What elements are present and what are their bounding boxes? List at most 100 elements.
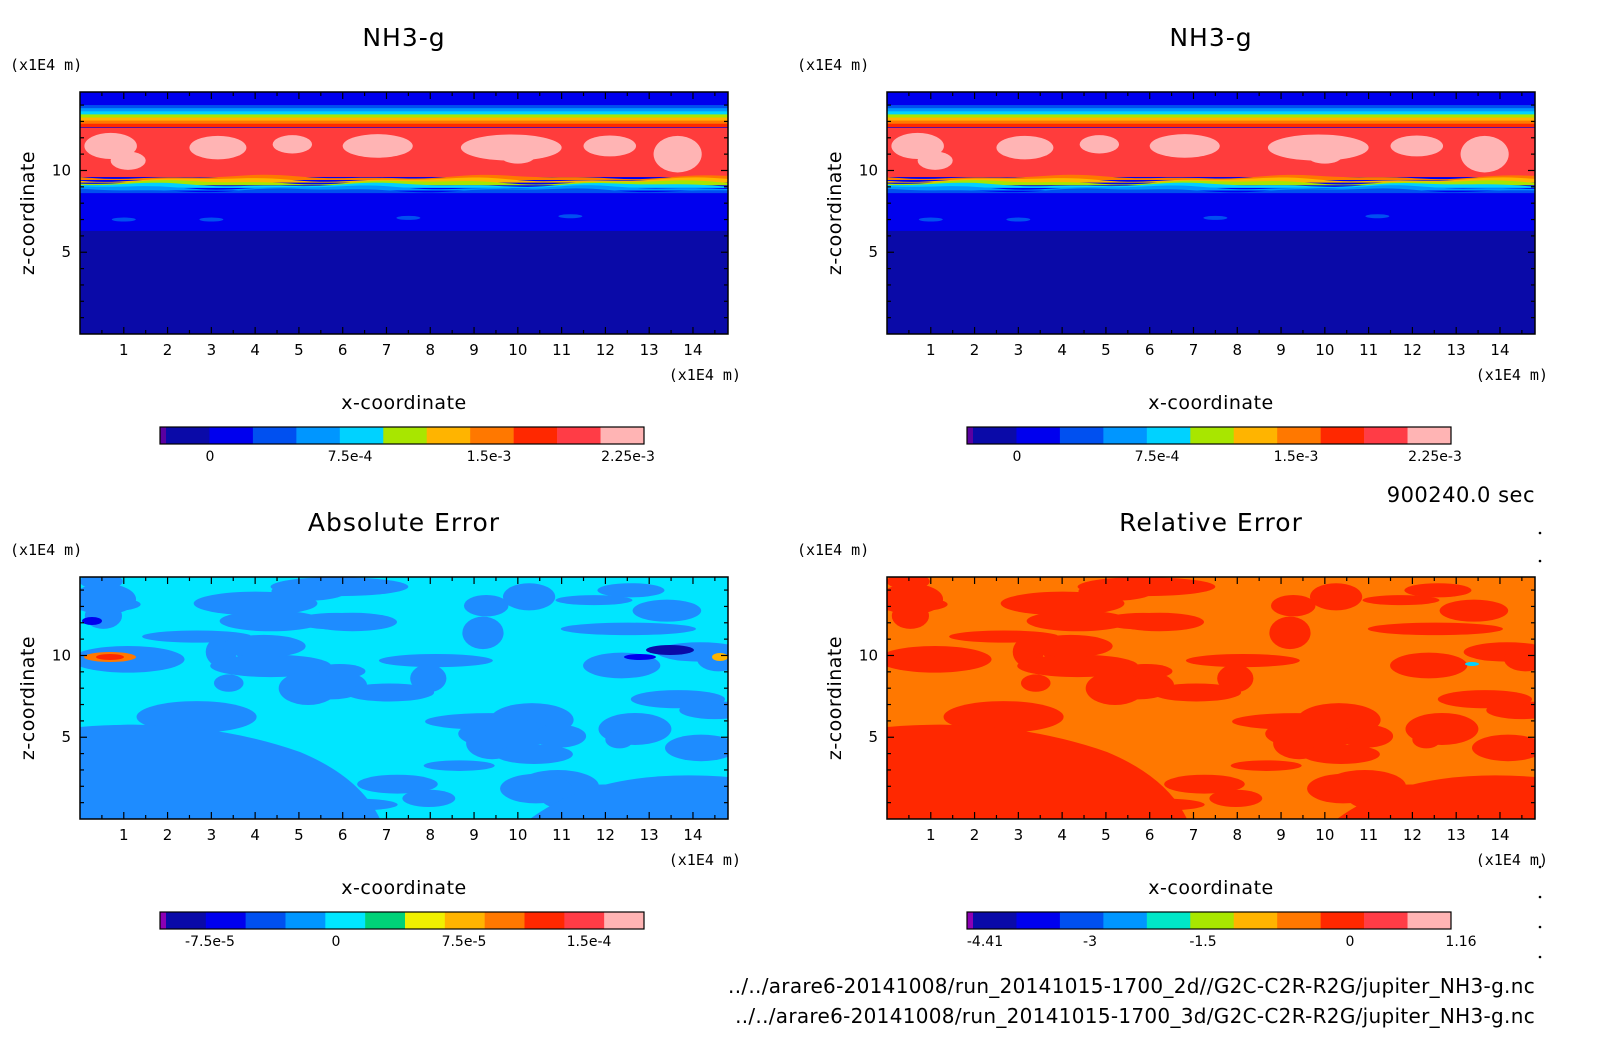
x-tick-label: 4 [250, 341, 260, 359]
colorbar-swatch [160, 427, 167, 444]
x-tick-label: 13 [640, 341, 659, 359]
plot-frame [886, 576, 1536, 820]
x-tick-label: 10 [508, 826, 527, 844]
file-path-3d: ../../arare6-20141008/run_20141015-1700_… [735, 1004, 1535, 1028]
x-tick-label: 7 [382, 826, 392, 844]
pink-cell [583, 135, 637, 157]
error-patch [500, 773, 573, 804]
gradient-stripe [80, 120, 728, 125]
colorbar-swatch [444, 912, 485, 929]
y-axis-label: z-coordinate [824, 636, 846, 760]
colorbar-frame [966, 426, 1452, 445]
x-tick-label: 6 [1145, 826, 1155, 844]
edge-dots [1538, 531, 1542, 959]
error-patch [1270, 594, 1316, 617]
colorbar-tick-label: 1.5e-3 [1274, 449, 1319, 465]
colorbar-swatch [1320, 427, 1365, 444]
error-patch [80, 724, 380, 819]
error-patch [597, 583, 665, 598]
colorbar-swatch [1190, 912, 1235, 929]
x-unit-label: (x1E4 m) [1476, 366, 1548, 384]
pink-cell [917, 151, 953, 170]
pink-cell [189, 135, 247, 160]
colorbar-swatch [1016, 912, 1061, 929]
colorbar-swatch [209, 427, 254, 444]
heatmap-field [80, 577, 728, 819]
colorbar-swatch [1233, 427, 1278, 444]
colorbar-swatch [1146, 427, 1191, 444]
x-tick-label: 12 [1403, 341, 1422, 359]
y-tick-label: 10 [52, 161, 71, 179]
y-tick-label: 5 [868, 728, 878, 746]
x-tick-label: 5 [294, 826, 304, 844]
x-tick-label: 6 [338, 341, 348, 359]
y-unit-label: (x1E4 m) [10, 56, 82, 74]
error-patch [555, 595, 633, 606]
colorbar-swatch [160, 912, 167, 929]
colorbar-tick-label: -1.5 [1189, 934, 1216, 950]
error-patch [495, 744, 573, 764]
colorbar: -4.41 -3 -1.5 0 1.16 [966, 911, 1477, 950]
x-tick-label: 14 [1490, 341, 1509, 359]
colorbar-swatch [1016, 427, 1061, 444]
colorbar-tick-label: 7.5e-4 [1135, 449, 1180, 465]
x-tick-label: 7 [382, 341, 392, 359]
error-patch [1020, 674, 1051, 692]
colorbar-frame [966, 911, 1452, 930]
x-tick-label: 11 [552, 341, 571, 359]
x-tick-label: 2 [970, 826, 980, 844]
pink-cell [1390, 135, 1444, 157]
pink-cell [272, 135, 313, 154]
y-tick-label: 5 [61, 728, 71, 746]
error-patch [1017, 654, 1139, 678]
error-patch [1337, 775, 1535, 819]
colorbar-tick-label: -7.5e-5 [185, 934, 235, 950]
x-tick-label: 3 [207, 341, 217, 359]
colorbar-tick-label: 1.5e-3 [467, 449, 512, 465]
pink-cell [1307, 147, 1343, 164]
error-patch [1028, 634, 1113, 658]
x-tick-label: 14 [683, 341, 702, 359]
mid-patch [111, 217, 136, 222]
error-patch [530, 775, 728, 819]
colorbar-swatch [405, 912, 446, 929]
x-tick-label: 9 [1276, 341, 1286, 359]
error-patch [462, 616, 504, 650]
error-patch [502, 583, 556, 611]
panel-title: Absolute Error [308, 508, 500, 537]
colorbar-swatch [564, 912, 605, 929]
error-patch [1412, 730, 1441, 749]
error-patch [1269, 616, 1311, 650]
pink-cell [1149, 134, 1220, 158]
colorbar-tick-label: 0 [332, 934, 341, 950]
pink-cell [110, 151, 146, 170]
error-patch [219, 610, 323, 632]
colorbar-tick-label: 1.16 [1445, 934, 1476, 950]
error-patch [193, 591, 318, 616]
gradient-stripe [887, 188, 1535, 194]
gradient-stripe [80, 105, 728, 109]
timestamp-label: 900240.0 sec [1387, 483, 1535, 507]
colorbar-tick-label: -4.41 [967, 934, 1003, 950]
error-patch [887, 724, 1187, 819]
x-tick-label: 1 [119, 341, 129, 359]
error-patch [665, 734, 728, 762]
x-tick-label: 6 [1145, 341, 1155, 359]
colorbar: -7.5e-5 0 7.5e-5 1.5e-4 [159, 911, 645, 950]
colorbar-swatch [245, 912, 286, 929]
file-path-2d: ../../arare6-20141008/run_20141015-1700_… [728, 974, 1535, 998]
y-tick-label: 10 [859, 646, 878, 664]
y-tick-label: 5 [61, 243, 71, 261]
colorbar-swatch [1059, 427, 1104, 444]
layer-lower [80, 230, 728, 334]
y-axis-label: z-coordinate [824, 151, 846, 275]
colorbar-swatch [513, 427, 558, 444]
colorbar-swatch [365, 912, 406, 929]
colorbar-frame [159, 911, 645, 930]
error-patch [278, 671, 338, 706]
error-patch [1209, 789, 1263, 807]
colorbar-swatch [1407, 427, 1452, 444]
gradient-stripe [887, 108, 1535, 112]
hotspot [1465, 662, 1479, 666]
